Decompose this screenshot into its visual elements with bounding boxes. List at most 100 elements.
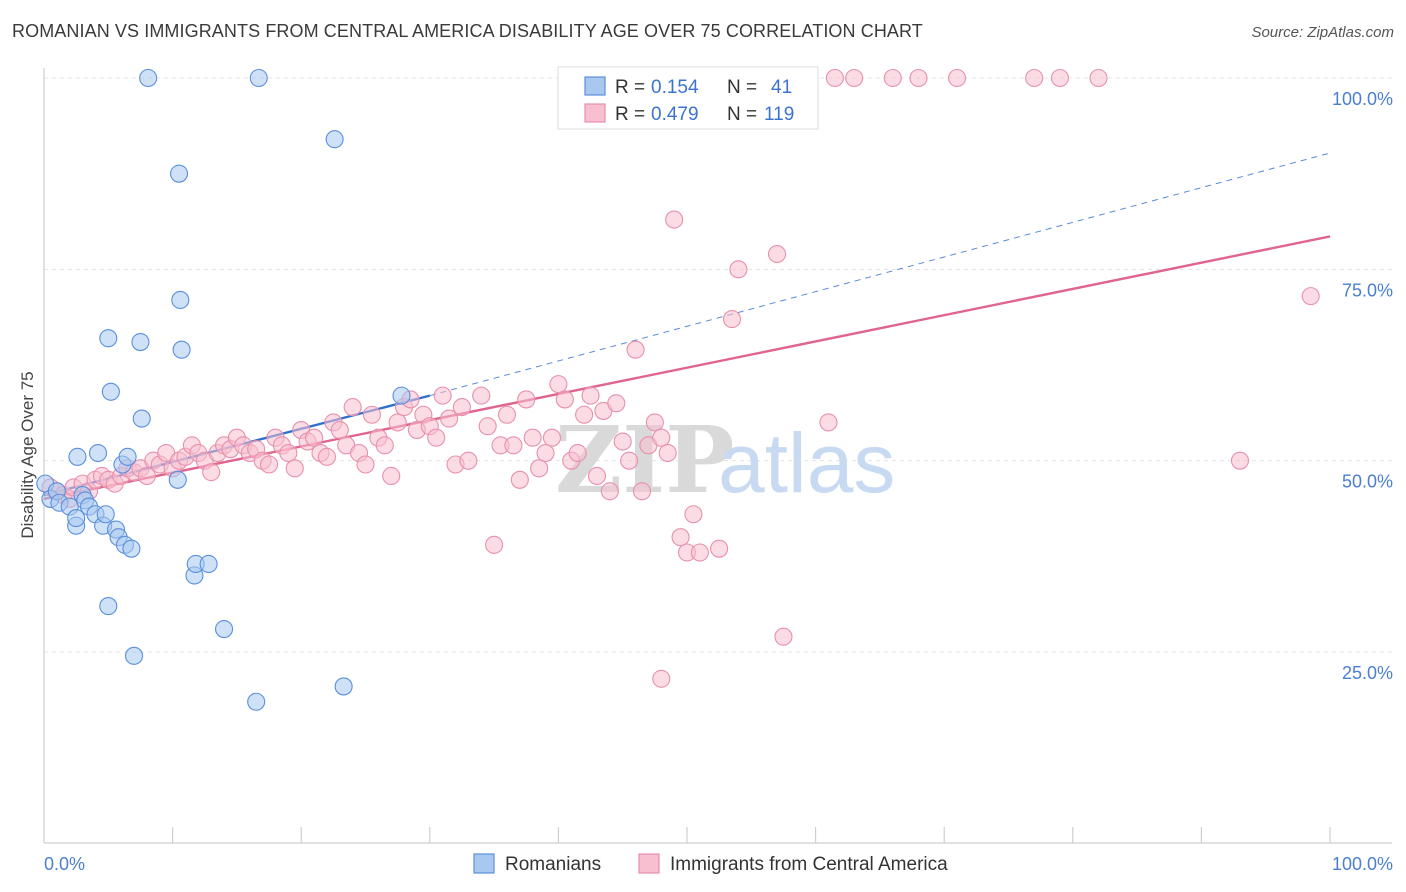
point-1-95 (658, 443, 677, 463)
point-1-71 (504, 436, 523, 455)
point-1-107 (652, 669, 671, 688)
point-0-31 (172, 340, 191, 359)
point-0-22 (118, 447, 137, 466)
point-1-96 (665, 210, 684, 229)
point-0-40 (392, 386, 411, 405)
y-axis-label: Disability Age Over 75 (18, 371, 37, 538)
point-1-61 (433, 386, 452, 405)
legend-n-value-0: 41 (771, 77, 792, 98)
point-1-109 (845, 68, 864, 88)
point-1-82 (575, 405, 594, 424)
point-1-77 (542, 428, 562, 447)
point-1-79 (555, 390, 574, 409)
point-1-108 (825, 68, 844, 88)
point-0-16 (99, 597, 118, 616)
point-0-14 (96, 505, 115, 524)
point-1-47 (343, 398, 362, 417)
point-1-52 (375, 436, 394, 455)
point-0-37 (249, 68, 268, 88)
point-1-115 (1089, 68, 1108, 88)
series-0-points (36, 68, 411, 711)
point-1-43 (317, 447, 336, 466)
x-tick-label-0: 0.0% (44, 854, 85, 874)
point-1-90 (626, 340, 645, 359)
point-1-76 (536, 443, 555, 463)
point-1-49 (356, 455, 375, 474)
chart-source: Source: ZipAtlas.com (1251, 24, 1394, 41)
bottom-legend-romanians: Romanians (505, 854, 601, 875)
point-1-94 (652, 428, 671, 447)
point-1-81 (568, 443, 587, 463)
chart-title: ROMANIAN VS IMMIGRANTS FROM CENTRAL AMER… (12, 21, 923, 41)
data-points (36, 68, 1320, 711)
point-0-28 (169, 164, 189, 183)
point-0-24 (124, 646, 144, 665)
point-1-67 (478, 417, 497, 436)
x-tick-label-100: 100.0% (1332, 854, 1393, 874)
gridlines (44, 77, 1392, 653)
tick-labels: 25.0% 50.0% 75.0% 100.0% 0.0% 100.0% (44, 89, 1393, 874)
point-1-53 (382, 466, 401, 486)
bottom-legend-immigrants: Immigrants from Central America (670, 854, 948, 875)
legend-r-label-1: R = (615, 104, 645, 125)
legend-n-label-0: N = (727, 77, 757, 98)
legend-r-label-0: R = (615, 77, 645, 98)
point-0-35 (214, 619, 234, 639)
watermark: ZIP atlas (555, 406, 895, 514)
point-1-110 (883, 68, 902, 88)
series-1-points (41, 68, 1320, 688)
point-1-116 (1230, 451, 1250, 470)
y-tick-label-25: 25.0% (1342, 663, 1393, 683)
point-1-99 (684, 505, 703, 524)
point-1-60 (427, 428, 446, 447)
point-1-93 (645, 413, 664, 432)
point-0-30 (168, 470, 187, 489)
point-1-45 (330, 421, 349, 440)
point-1-89 (620, 451, 639, 470)
point-1-62 (440, 409, 459, 428)
point-1-41 (305, 428, 324, 447)
legend-n-label-1: N = (727, 104, 757, 125)
bottom-legend-swatch-immigrants (638, 853, 660, 874)
stats-legend: R = 0.154 N = 41 R = 0.479 N = 119 (557, 66, 819, 130)
axes (43, 68, 1392, 844)
point-0-7 (68, 447, 87, 466)
point-1-70 (497, 405, 517, 424)
point-1-65 (459, 451, 478, 470)
point-0-36 (247, 692, 266, 711)
point-1-66 (472, 386, 491, 405)
legend-n-value-1: 119 (764, 104, 794, 125)
point-0-27 (139, 68, 158, 88)
point-0-17 (101, 382, 120, 401)
point-1-54 (388, 413, 407, 432)
point-1-106 (819, 413, 838, 432)
point-1-91 (632, 482, 652, 501)
point-1-83 (581, 386, 600, 405)
point-1-113 (1025, 68, 1044, 88)
point-1-34 (259, 455, 279, 474)
point-0-25 (131, 332, 150, 352)
point-1-68 (485, 535, 504, 554)
legend-swatch-immigrants (584, 103, 606, 123)
point-1-38 (285, 459, 304, 478)
legend-r-value-1: 0.479 (651, 104, 699, 125)
point-1-101 (710, 539, 729, 558)
point-1-88 (613, 432, 632, 451)
point-1-15 (137, 466, 156, 486)
point-1-37 (279, 443, 298, 463)
point-1-114 (1050, 68, 1069, 88)
trend-line-extended-0 (429, 152, 1331, 397)
point-1-100 (690, 543, 709, 562)
point-0-15 (99, 329, 118, 348)
bottom-legend-swatch-romanians (473, 853, 495, 874)
point-1-75 (530, 459, 549, 478)
point-1-104 (767, 244, 787, 264)
point-1-74 (523, 428, 542, 447)
point-0-34 (199, 554, 218, 574)
point-1-87 (607, 394, 626, 413)
point-1-103 (729, 260, 748, 279)
point-1-105 (774, 627, 793, 646)
point-1-117 (1301, 287, 1320, 306)
legend-swatch-romanians (584, 76, 606, 96)
point-0-12 (88, 443, 108, 463)
